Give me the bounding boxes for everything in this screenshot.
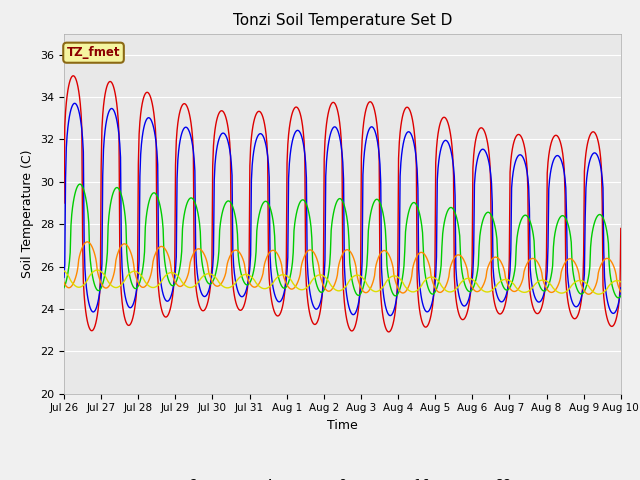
Legend: -2cm, -4cm, -8cm, -16cm, -32cm: -2cm, -4cm, -8cm, -16cm, -32cm <box>151 473 534 480</box>
Text: TZ_fmet: TZ_fmet <box>67 46 120 59</box>
X-axis label: Time: Time <box>327 419 358 432</box>
Y-axis label: Soil Temperature (C): Soil Temperature (C) <box>22 149 35 278</box>
Title: Tonzi Soil Temperature Set D: Tonzi Soil Temperature Set D <box>233 13 452 28</box>
